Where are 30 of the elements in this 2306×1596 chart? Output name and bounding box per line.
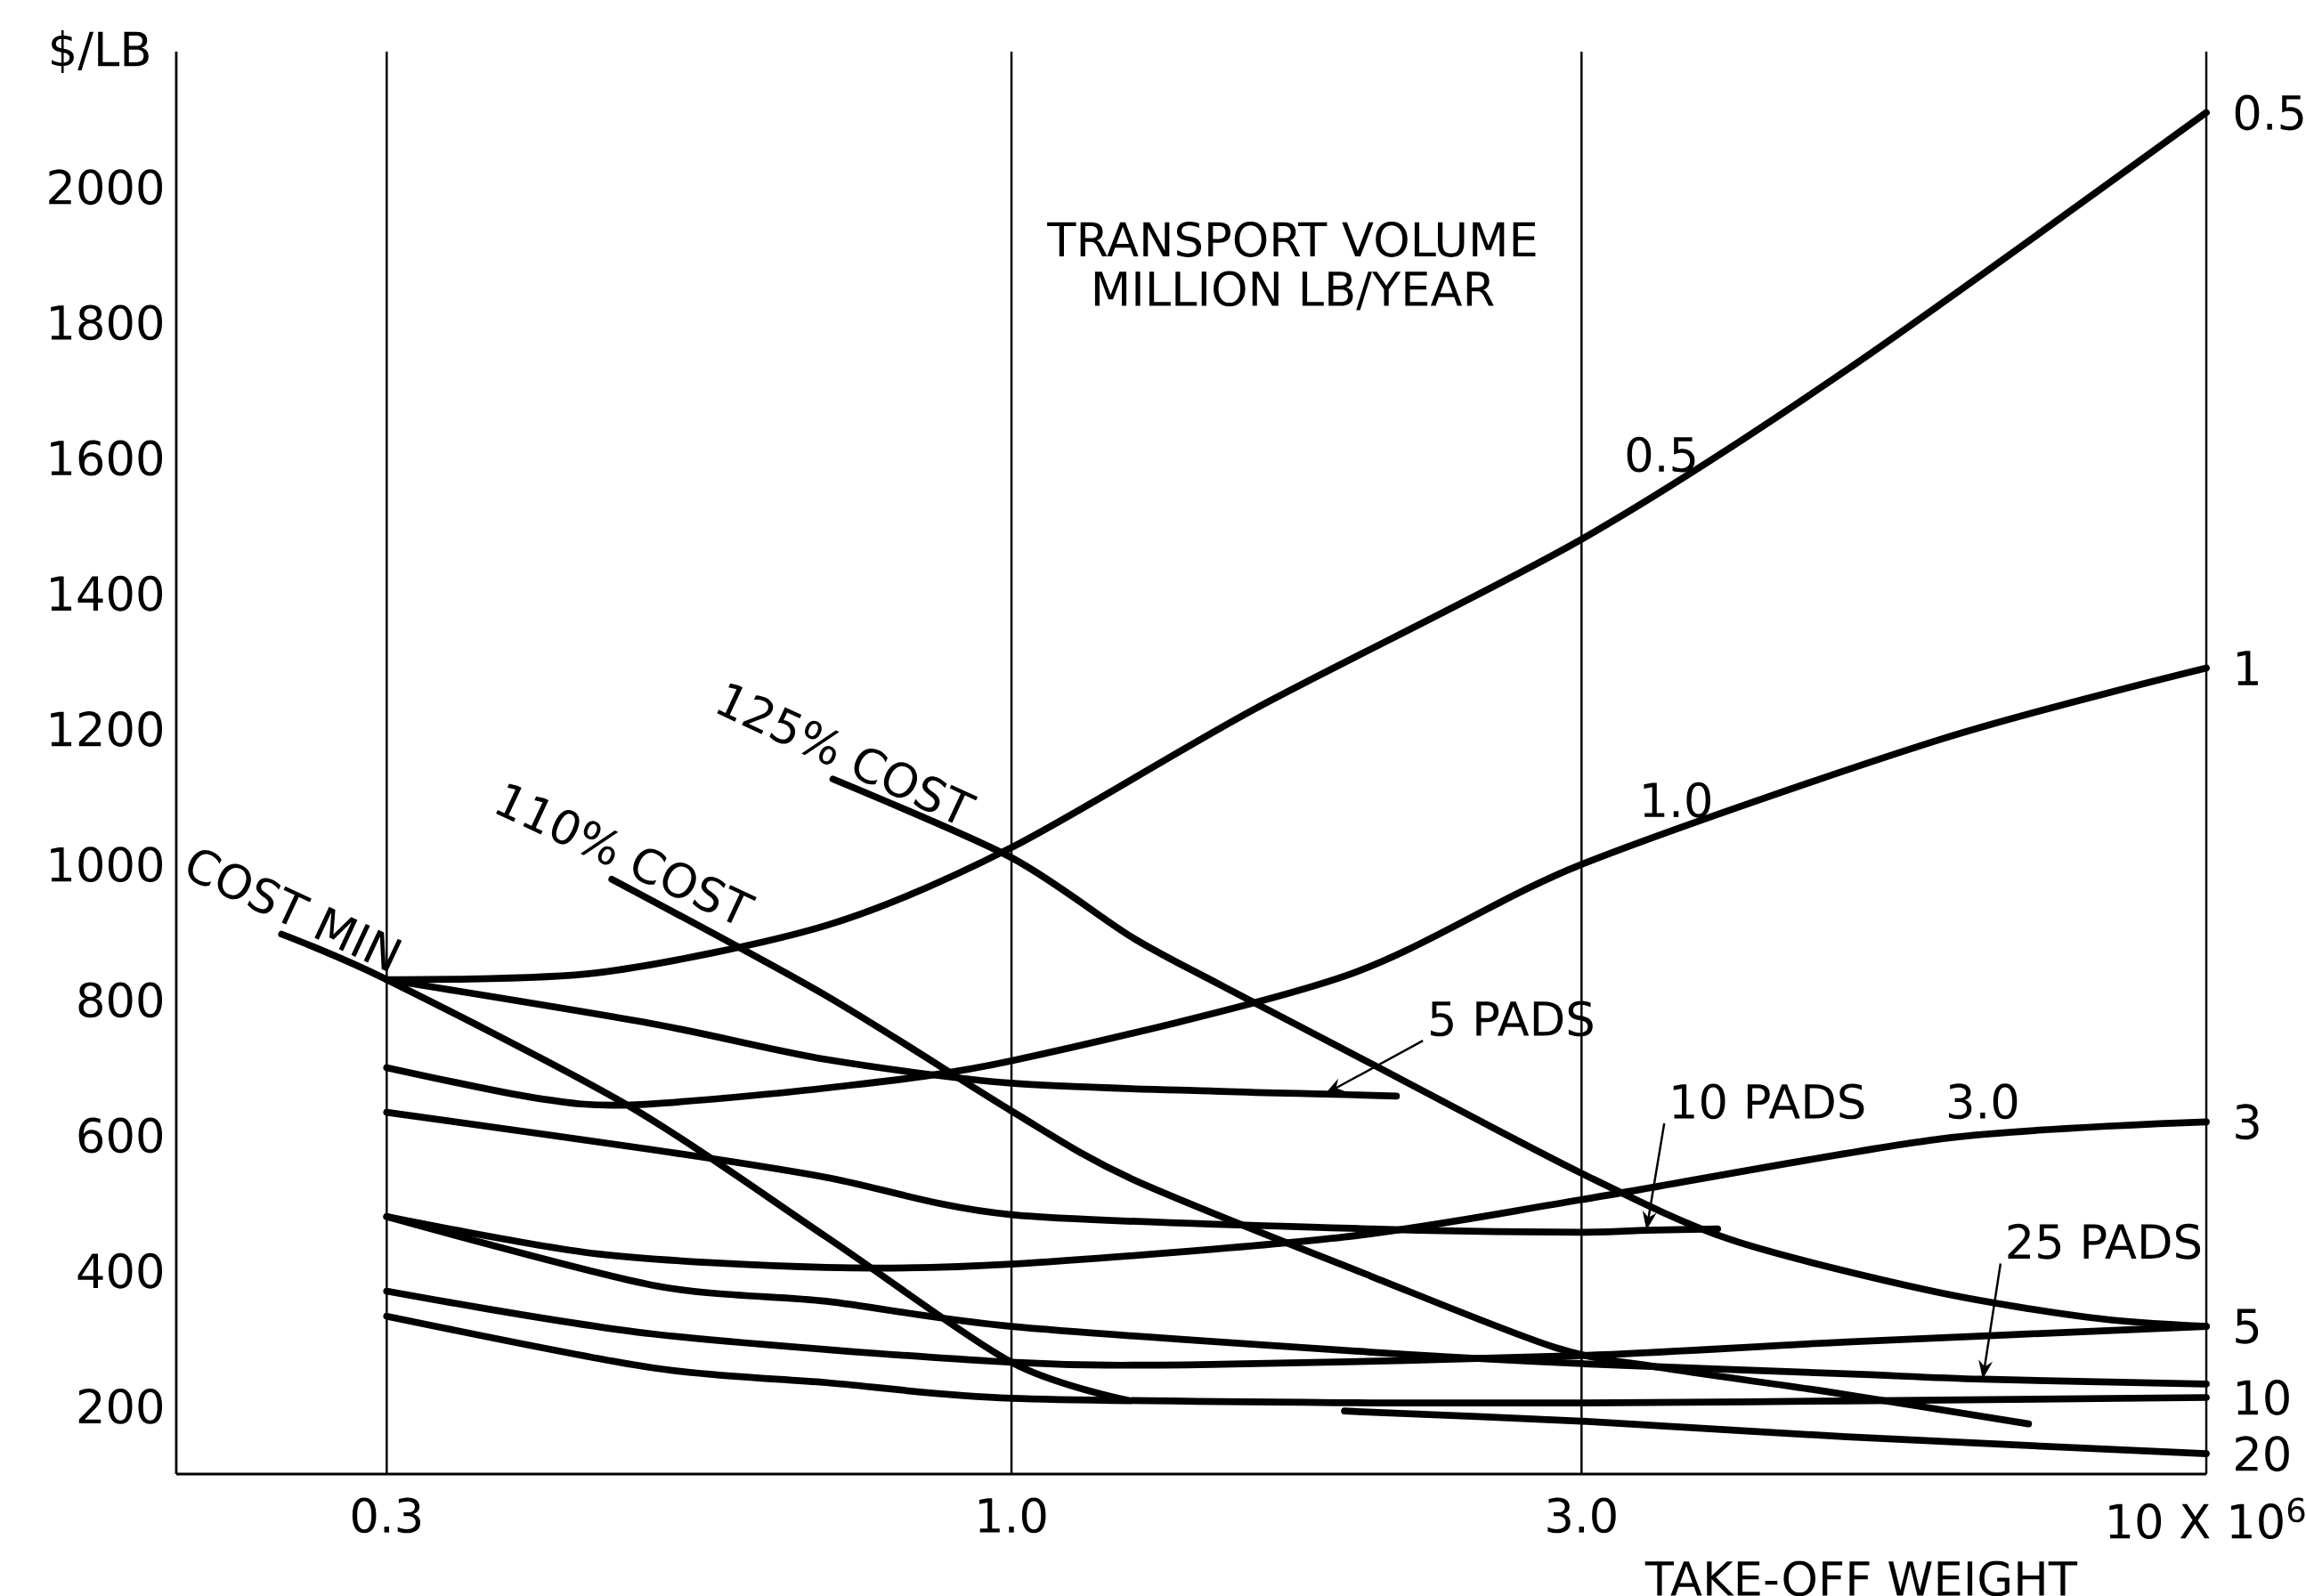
annotation: TRANSPORT VOLUME — [1047, 221, 1536, 257]
text: COST MIN — [188, 850, 402, 972]
y-axis-title: $/LB — [52, 30, 149, 73]
annotation: 1.0 — [1644, 782, 1710, 818]
annotation: MILLION LB/YEAR — [1094, 271, 1494, 311]
x-tick-label: 3.0 — [1547, 1497, 1616, 1534]
y-tick-label: 1600 — [51, 440, 163, 476]
series-label: 0.5 — [2235, 94, 2303, 131]
annotation: 25 PADS — [2008, 1223, 2201, 1260]
y-tick-label: 600 — [78, 1117, 163, 1154]
y-tick-label: 1200 — [51, 710, 163, 747]
y-tick-label: 800 — [78, 982, 163, 1018]
annotation: 3.0 — [1949, 1083, 2018, 1120]
y-tick-label: 1000 — [51, 847, 163, 883]
series-label: 1 — [2237, 651, 2258, 685]
series-label: 3 — [2236, 1104, 2259, 1140]
series-label: 20 — [2236, 1436, 2289, 1472]
series-label: 10 — [2237, 1380, 2289, 1415]
x-axis-title: TAKE-OFF WEIGHT — [1644, 1560, 2078, 1596]
x-tick-label: 1.0 — [978, 1497, 1046, 1534]
annotation: 10 PADS — [1673, 1083, 1864, 1120]
x-tick-label: 0.3 — [352, 1497, 421, 1534]
y-tick-label: 1800 — [51, 304, 163, 341]
series-label: 5 — [2236, 1308, 2259, 1344]
annotation: 0.5 — [1627, 436, 1695, 473]
y-tick-label: 200 — [78, 1388, 163, 1424]
y-tick-label: 1400 — [51, 575, 163, 612]
x-tick-label: 10 X 10$^{6}$ — [2109, 1497, 2305, 1539]
y-tick-label: 400 — [77, 1252, 163, 1289]
y-tick-label: 2000 — [49, 169, 163, 206]
